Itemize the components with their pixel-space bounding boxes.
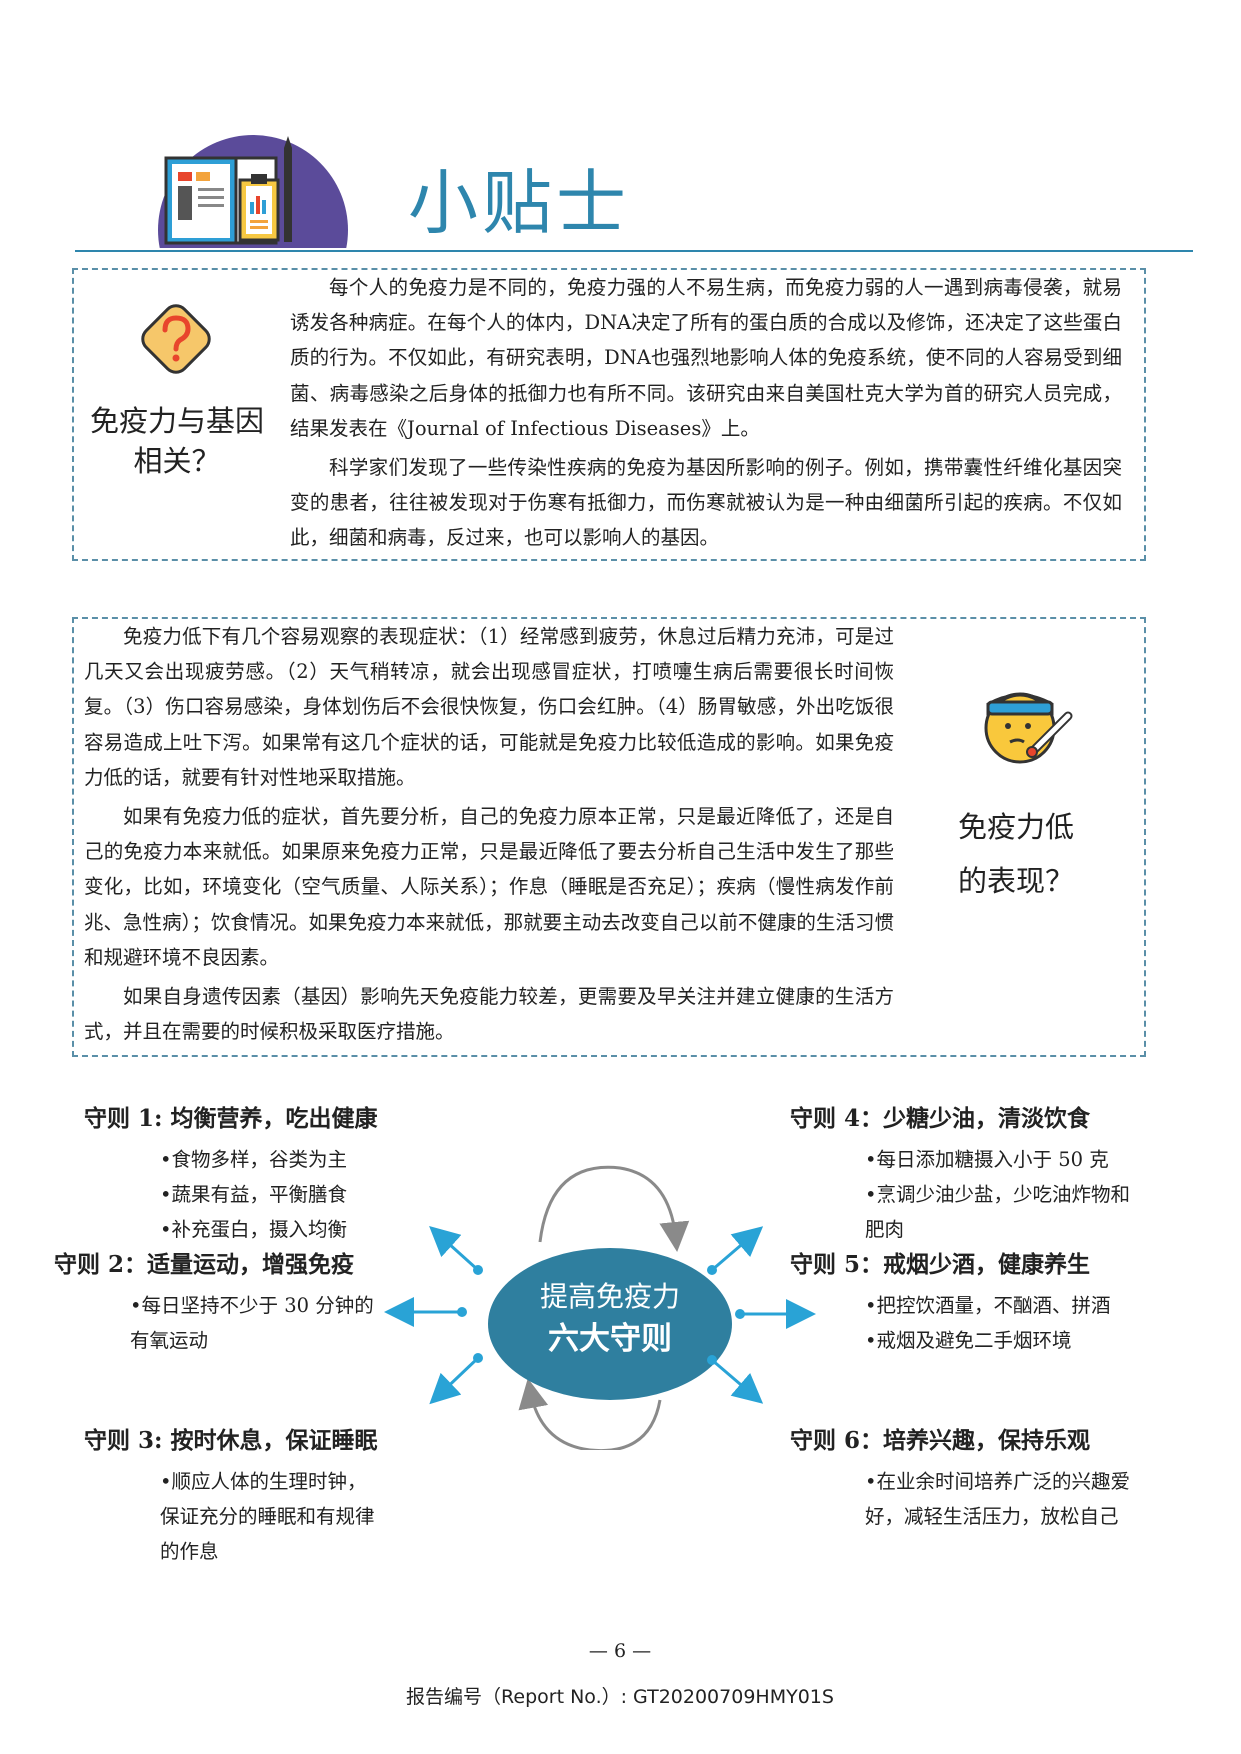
- center-title-line2: 六大守则: [548, 1321, 672, 1357]
- rule-3-items: •顺应人体的生理时钟，保证充分的睡眠和有规律的作息: [160, 1464, 375, 1569]
- rule-1-title: 守则 1: 均衡营养，吃出健康: [84, 1105, 378, 1132]
- low-immunity-title: 免疫力低 的表现？: [958, 800, 1098, 908]
- gene-immunity-text: 每个人的免疫力是不同的，免疫力强的人不易生病，而免疫力弱的人一遇到病毒侵袭，就易…: [290, 270, 1122, 560]
- paragraph: 如果有免疫力低的症状，首先要分析，自己的免疫力原本正常，只是最近降低了，还是自己…: [84, 805, 894, 969]
- low-immunity-text: 免疫力低下有几个容易观察的表现症状：（1）经常感到疲劳，休息过后精力充沛，可是过…: [84, 619, 894, 1053]
- documents-illustration-icon: [158, 130, 348, 325]
- paragraph: 每个人的免疫力是不同的，免疫力强的人不易生病，而免疫力弱的人一遇到病毒侵袭，就易…: [290, 276, 1122, 440]
- rule-6-title: 守则 6：培养兴趣，保持乐观: [790, 1427, 1091, 1454]
- rule-5-items: •把控饮酒量，不酗酒、拼酒 •戒烟及避免二手烟环境: [865, 1288, 1111, 1358]
- sick-face-thermometer-icon: [980, 682, 1076, 768]
- rule-6-items: •在业余时间培养广泛的兴趣爱好，减轻生活压力，放松自己: [865, 1464, 1135, 1534]
- paragraph: 科学家们发现了一些传染性疾病的免疫为基因所影响的例子。例如，携带囊性纤维化基因突…: [290, 456, 1122, 550]
- center-title-line1: 提高免疫力: [539, 1280, 680, 1313]
- rule-4-items: •每日添加糖摄入小于 50 克 •烹调少油少盐，少吃油炸物和肥肉: [835, 1142, 1135, 1247]
- list-item: •把控饮酒量，不酗酒、拼酒: [865, 1294, 1111, 1317]
- question-mark-icon: [135, 298, 217, 380]
- rule-2-title: 守则 2：适量运动，增强免疫: [54, 1251, 355, 1278]
- list-item: •顺应人体的生理时钟，保证充分的睡眠和有规律的作息: [160, 1470, 375, 1563]
- list-item: •食物多样，谷类为主: [160, 1148, 348, 1171]
- rule-2-items: •每日坚持不少于 30 分钟的有氧运动: [130, 1288, 385, 1358]
- report-number: 报告编号（Report No.）: GT20200709HMY01S: [406, 1686, 834, 1708]
- paragraph: 如果自身遗传因素（基因）影响先天免疫能力较差，更需要及早关注并建立健康的生活方式…: [84, 985, 894, 1044]
- list-item: •每日添加糖摄入小于 50 克: [865, 1148, 1109, 1171]
- page-title: 小贴士: [408, 162, 630, 244]
- list-item: •蔬果有益，平衡膳食: [160, 1183, 348, 1206]
- gene-immunity-box: [72, 268, 1146, 561]
- page-number: — 6 —: [588, 1640, 652, 1662]
- list-item: •每日坚持不少于 30 分钟的有氧运动: [130, 1294, 374, 1352]
- paragraph: 免疫力低下有几个容易观察的表现症状：（1）经常感到疲劳，休息过后精力充沛，可是过…: [84, 625, 894, 789]
- low-immunity-title-line2: 的表现？: [958, 864, 1075, 898]
- rule-3-title: 守则 3: 按时休息，保证睡眠: [84, 1427, 378, 1454]
- list-item: •补充蛋白，摄入均衡: [160, 1218, 348, 1241]
- low-immunity-title-line1: 免疫力低: [958, 810, 1075, 844]
- list-item: •烹调少油少盐，少吃油炸物和肥肉: [865, 1183, 1131, 1241]
- header-divider: [75, 250, 1193, 252]
- low-immunity-box: [72, 617, 1146, 1057]
- rule-5-title: 守则 5：戒烟少酒，健康养生: [790, 1251, 1091, 1278]
- list-item: •在业余时间培养广泛的兴趣爱好，减轻生活压力，放松自己: [865, 1470, 1131, 1528]
- rule-1-items: •食物多样，谷类为主 •蔬果有益，平衡膳食 •补充蛋白，摄入均衡: [160, 1142, 347, 1247]
- rule-4-title: 守则 4：少糖少油，清淡饮食: [790, 1105, 1091, 1132]
- six-rules-diagram: [380, 1110, 840, 1453]
- list-item: •戒烟及避免二手烟环境: [865, 1329, 1072, 1352]
- gene-immunity-title: 免疫力与基因相关？: [89, 404, 264, 478]
